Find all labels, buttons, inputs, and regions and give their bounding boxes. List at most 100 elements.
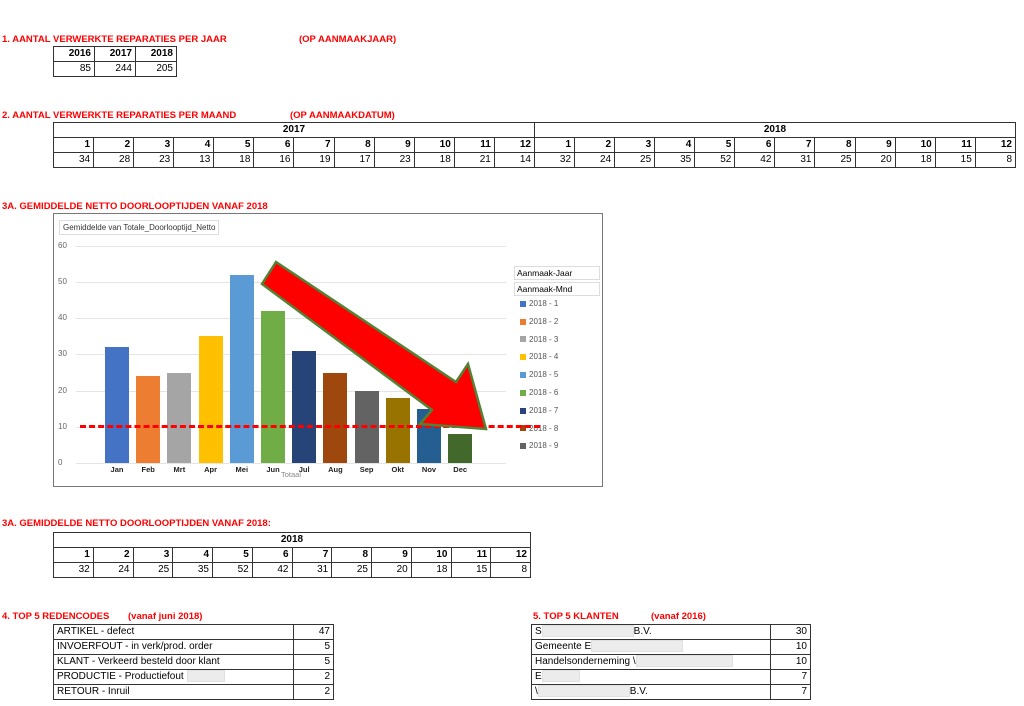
month-header: 12 xyxy=(493,137,535,153)
month-header: 5 xyxy=(212,547,253,563)
legend-item: 2018 - 5 xyxy=(520,370,558,379)
month-value: 25 xyxy=(132,562,174,578)
legend-item: 2018 - 1 xyxy=(520,299,558,308)
reason-count: 2 xyxy=(293,684,334,700)
bar xyxy=(385,397,410,463)
table-row: 32 24 25 35 52 42 31 25 20 18 15 8 xyxy=(53,562,531,578)
customer-count: 30 xyxy=(770,624,811,640)
legend-label: 2018 - 5 xyxy=(529,370,559,380)
legend-item: 2018 - 3 xyxy=(520,335,558,344)
month-value: 34 xyxy=(52,152,95,168)
section5-title: 5. TOP 5 KLANTEN xyxy=(533,611,619,622)
reason-text: INVOERFOUT - in verk/prod. order xyxy=(57,641,213,652)
month-header: 1 xyxy=(533,137,576,153)
reason-text: KLANT - Verkeerd besteld door klant xyxy=(57,656,220,667)
table-row: ARTIKEL - defect 47 xyxy=(53,624,334,640)
section3a-table-title: 3A. GEMIDDELDE NETTO DOORLOOPTIJDEN VANA… xyxy=(2,518,271,529)
month-header: 12 xyxy=(974,137,1017,153)
month-header: 11 xyxy=(934,137,976,153)
section3a-chart-title: 3A. GEMIDDELDE NETTO DOORLOOPTIJDEN VANA… xyxy=(2,201,268,212)
reason-label: INVOERFOUT - in verk/prod. order xyxy=(53,639,294,655)
month-header: 9 xyxy=(373,137,415,153)
legend-header-month: Aanmaak-Mnd xyxy=(514,282,600,296)
year-2018-header: 2018 xyxy=(53,532,531,548)
x-tick-label: Dec xyxy=(453,465,468,474)
customer-count: 10 xyxy=(770,654,811,670)
month-value: 8 xyxy=(490,562,531,578)
x-tick-label: Jun xyxy=(266,465,280,474)
month-header: 2 xyxy=(93,137,135,153)
month-header: 6 xyxy=(253,137,295,153)
reason-text: PRODUCTIE - Productiefout xyxy=(57,671,184,682)
month-value: 8 xyxy=(974,152,1017,168)
target-line xyxy=(80,425,540,428)
customer-name-suffix: B.V. xyxy=(629,686,648,697)
month-value: 18 xyxy=(894,152,936,168)
month-value: 17 xyxy=(333,152,375,168)
month-header: 10 xyxy=(410,547,452,563)
reason-label: RETOUR - Inruil xyxy=(53,684,294,700)
legend-label: 2018 - 7 xyxy=(529,405,559,415)
customer-count: 7 xyxy=(770,684,811,700)
trend-arrow-icon xyxy=(260,260,488,431)
legend-item: 2018 - 4 xyxy=(520,352,558,361)
header-2016: 2016 xyxy=(53,46,95,62)
month-header: 8 xyxy=(333,137,375,153)
table-row: RETOUR - Inruil 2 xyxy=(53,684,334,700)
table-row: Gemeente E 10 xyxy=(531,639,811,655)
y-tick-label: 50 xyxy=(58,277,67,286)
month-value: 24 xyxy=(92,562,134,578)
month-header: 7 xyxy=(291,547,333,563)
legend-swatch-icon xyxy=(520,425,526,432)
month-header: 6 xyxy=(251,547,293,563)
x-tick-label: Mei xyxy=(235,465,249,474)
section4-title: 4. TOP 5 REDENCODES xyxy=(2,611,110,622)
month-value: 15 xyxy=(934,152,976,168)
month-value: 25 xyxy=(814,152,856,168)
month-header: 3 xyxy=(614,137,656,153)
section1-subtitle: (OP AANMAAKJAAR) xyxy=(299,34,397,45)
legend-swatch-icon xyxy=(520,354,526,361)
y-tick-label: 20 xyxy=(58,385,67,395)
legend-item: 2018 - 6 xyxy=(520,388,558,397)
reason-count: 47 xyxy=(293,624,334,640)
legend-item: 2018 - 8 xyxy=(520,424,558,433)
value-2018: 205 xyxy=(135,61,177,77)
month-value: 42 xyxy=(251,562,293,578)
value-2017: 244 xyxy=(94,61,136,77)
bar xyxy=(229,274,254,463)
legend-label: 2018 - 9 xyxy=(529,441,559,451)
legend-swatch-icon xyxy=(520,336,526,343)
month-header: 1 xyxy=(53,547,94,563)
month-value: 32 xyxy=(533,152,576,168)
month-value: 31 xyxy=(774,152,816,168)
bar xyxy=(198,336,223,463)
month-header: 2 xyxy=(92,547,134,563)
customer-name-suffix: B.V. xyxy=(633,626,652,637)
legend-swatch-icon xyxy=(520,300,526,307)
month-value: 16 xyxy=(253,152,295,168)
month-header: 8 xyxy=(814,137,856,153)
table-row: PRODUCTIE - Productiefout 2 xyxy=(53,669,334,685)
legend-swatch-icon xyxy=(520,372,526,379)
customer-name-prefix: Handelsonderneming \ xyxy=(535,656,636,667)
month-value: 42 xyxy=(734,152,776,168)
month-header: 4 xyxy=(172,547,213,563)
table-row: \ B.V. 7 xyxy=(531,684,811,700)
customer-name-prefix: \ xyxy=(535,686,538,697)
x-axis-title: Totaal xyxy=(281,470,302,479)
gridline xyxy=(76,318,506,320)
y-tick-label: 30 xyxy=(58,349,67,359)
redacted-text xyxy=(635,655,733,668)
customer-name: Gemeente E xyxy=(531,639,771,655)
table-row: S B.V. 30 xyxy=(531,624,811,640)
month-value: 21 xyxy=(453,152,495,168)
y-tick-label: 40 xyxy=(58,313,67,323)
month-value: 32 xyxy=(53,562,94,578)
customer-name-prefix: S xyxy=(535,626,542,637)
month-value: 18 xyxy=(413,152,455,168)
x-tick-label: Okt xyxy=(391,465,405,474)
legend-label: 2018 - 4 xyxy=(529,352,559,362)
legend-label: 2018 - 6 xyxy=(529,388,559,397)
